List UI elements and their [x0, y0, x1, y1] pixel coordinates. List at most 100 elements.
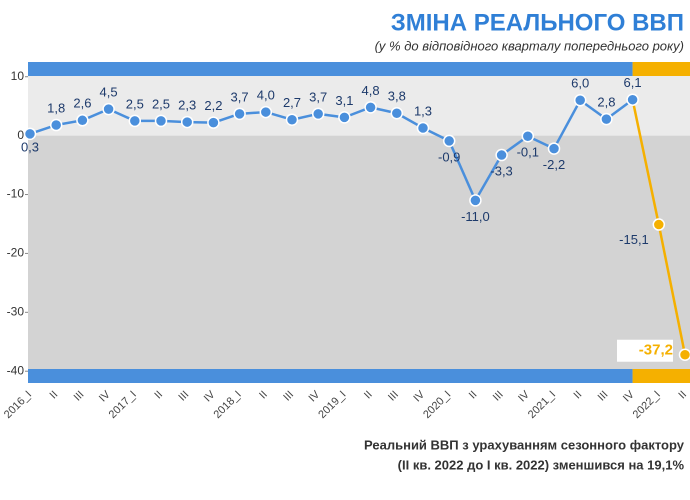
y-tick-label: -40 — [7, 363, 25, 377]
x-tick-label: II — [572, 389, 585, 402]
data-label: 2,7 — [283, 95, 301, 110]
point — [259, 105, 273, 119]
x-tick-label: 2021_I — [526, 389, 558, 421]
y-tick-label: -20 — [7, 246, 25, 260]
point — [76, 114, 89, 127]
band — [632, 62, 690, 76]
y-tick-label: 0 — [17, 128, 24, 142]
data-label: 2,3 — [178, 98, 196, 113]
point — [390, 106, 404, 120]
x-tick-label: IV — [307, 388, 323, 404]
point — [469, 194, 482, 207]
point — [521, 129, 535, 143]
chart-title: ЗМІНА РЕАЛЬНОГО ВВП — [391, 9, 684, 36]
data-label: 1,8 — [47, 100, 65, 115]
data-label: 3,1 — [335, 93, 353, 108]
x-tick-label: III — [72, 389, 87, 404]
chart-subtitle: (у % до відповідного кварталу попередньо… — [375, 38, 684, 53]
point — [311, 107, 325, 121]
data-label: -0,9 — [438, 149, 460, 164]
x-tick-label: 2018_I — [211, 389, 243, 421]
x-tick-label: 2017_I — [107, 389, 139, 421]
y-tick-label: -30 — [7, 304, 25, 318]
x-tick-label: III — [176, 389, 191, 404]
y-tick-label: -10 — [7, 187, 25, 201]
data-label: -15,1 — [619, 232, 649, 247]
label-bg — [617, 339, 673, 362]
data-label: 2,5 — [126, 96, 144, 111]
x-tick-label: II — [467, 389, 480, 402]
data-label: 2,6 — [73, 96, 91, 111]
data-label: -11,0 — [461, 209, 490, 224]
data-label: 6,1 — [624, 75, 642, 90]
point — [338, 111, 351, 124]
data-label: 4,8 — [362, 83, 380, 98]
point — [102, 102, 115, 116]
x-tick-label: III — [596, 389, 611, 404]
x-tick-label: 2020_I — [421, 389, 453, 421]
line-segment — [552, 99, 582, 150]
x-tick-label: II — [152, 389, 165, 402]
x-tick-label: II — [362, 389, 375, 402]
data-label: -0,1 — [517, 145, 539, 160]
x-tick-label: IV — [621, 388, 637, 404]
point — [678, 348, 690, 361]
x-tick-label: 2016_I — [2, 389, 34, 421]
point — [180, 115, 194, 129]
x-tick-label: II — [676, 389, 689, 402]
data-label: 2,8 — [597, 95, 615, 110]
x-tick-label: IV — [202, 388, 218, 404]
data-label: 1,3 — [414, 103, 432, 118]
point — [573, 94, 587, 107]
point — [233, 107, 246, 121]
x-tick-label: IV — [411, 388, 427, 404]
data-label: 4,0 — [257, 88, 275, 103]
line-segment — [474, 154, 503, 202]
x-tick-label: III — [491, 389, 506, 404]
band — [28, 62, 633, 76]
point — [154, 114, 168, 128]
point — [442, 134, 456, 148]
note-line: (II кв. 2022 до I кв. 2022) зменшився на… — [398, 457, 685, 472]
x-tick-label: IV — [516, 388, 532, 404]
band — [28, 369, 633, 383]
point — [652, 218, 666, 231]
band — [632, 369, 690, 383]
plot-bg-lower — [28, 135, 690, 383]
x-tick-label: IV — [97, 388, 113, 404]
x-tick-label: 2019_I — [316, 389, 348, 421]
data-label: 6,0 — [571, 76, 589, 91]
point — [23, 127, 37, 141]
point — [285, 113, 299, 126]
data-label: 2,2 — [204, 98, 222, 113]
point — [495, 148, 508, 162]
data-label: 3,7 — [231, 89, 249, 104]
data-label: 3,8 — [388, 89, 406, 104]
x-tick-label: III — [386, 389, 401, 404]
data-label: 3,7 — [309, 89, 327, 104]
x-tick-label: III — [281, 389, 296, 404]
data-label: -37,2 — [639, 342, 673, 359]
point — [364, 101, 377, 114]
point — [128, 114, 142, 128]
note-line: Реальний ВВП з урахуванням сезонного фак… — [364, 437, 685, 452]
data-label: 0,3 — [21, 139, 39, 154]
point — [626, 93, 639, 106]
point — [416, 121, 430, 135]
data-label: 4,5 — [100, 85, 118, 100]
data-label: -3,3 — [490, 163, 512, 178]
line-segment — [631, 99, 661, 225]
point — [207, 116, 220, 129]
line-segment — [657, 224, 687, 355]
point — [600, 112, 613, 126]
line-segment — [448, 140, 477, 201]
y-tick-label: 10 — [11, 69, 25, 83]
x-tick-label: 2022_I — [631, 389, 663, 421]
x-tick-label: II — [257, 389, 270, 402]
point — [49, 118, 63, 132]
data-label: -2,2 — [543, 157, 565, 172]
x-tick-label: II — [48, 389, 61, 402]
point — [547, 142, 561, 155]
